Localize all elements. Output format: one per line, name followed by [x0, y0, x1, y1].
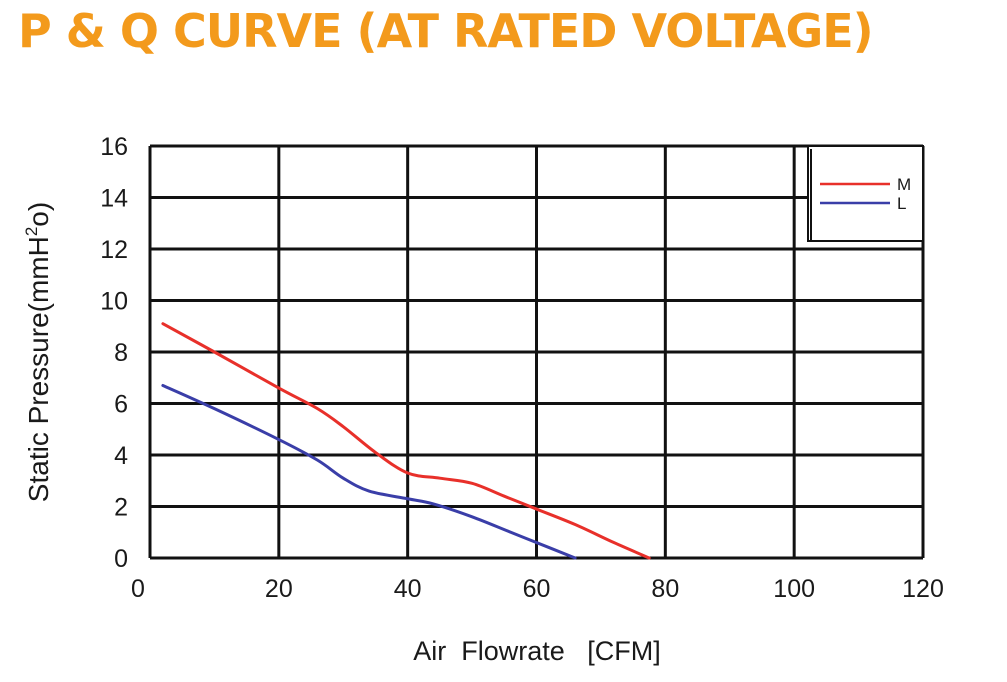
y-tick-label: 6 [114, 391, 128, 419]
y-axis-label: Static Pressure(mmH2o) [22, 202, 54, 502]
x-tick-label: 120 [902, 575, 944, 603]
y-tick-label: 2 [114, 494, 128, 522]
y-axis-label-tail: o) [23, 202, 54, 227]
y-tick-label: 0 [114, 545, 128, 573]
y-tick-label: 14 [100, 185, 128, 213]
series-lines [161, 322, 651, 560]
chart-title: P & Q CURVE (AT RATED VOLTAGE) [18, 4, 874, 58]
x-axis-label: Air Flowrate [CFM] [413, 636, 661, 666]
legend-label: L [897, 194, 906, 213]
x-tick-label: 80 [651, 575, 679, 603]
y-tick-labels: 0 2 4 6 8 10 12 14 16 [100, 133, 128, 573]
y-tick-label: 10 [100, 288, 128, 316]
y-axis-label-superscript: 2 [22, 227, 41, 236]
legend-box [807, 145, 924, 242]
y-axis-label-main: Static Pressure(mmH [23, 236, 54, 502]
x-tick-label: 0 [131, 575, 145, 603]
y-tick-label: 8 [114, 339, 128, 367]
legend: ML [807, 145, 924, 242]
y-tick-label: 4 [114, 442, 128, 470]
y-tick-label: 12 [100, 236, 128, 264]
x-tick-label: 20 [265, 575, 293, 603]
x-tick-label: 60 [523, 575, 551, 603]
legend-label: M [897, 175, 911, 194]
grid-lines [148, 144, 925, 560]
x-tick-labels: 0 20 40 60 80 100 120 [131, 575, 944, 603]
x-tick-label: 100 [773, 575, 815, 603]
x-tick-label: 40 [394, 575, 422, 603]
series-line-L [161, 383, 577, 560]
y-tick-label: 16 [100, 133, 128, 161]
series-line-M [161, 322, 651, 560]
